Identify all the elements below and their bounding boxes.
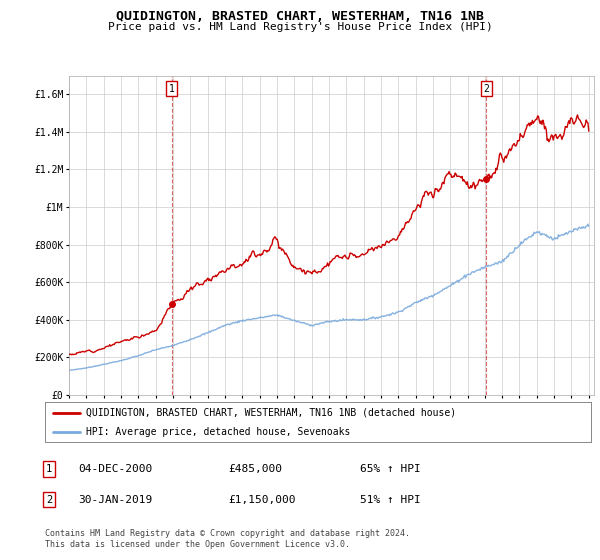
Text: 65% ↑ HPI: 65% ↑ HPI: [360, 464, 421, 474]
Text: HPI: Average price, detached house, Sevenoaks: HPI: Average price, detached house, Seve…: [86, 427, 350, 436]
Text: £1,150,000: £1,150,000: [228, 494, 296, 505]
Text: Contains HM Land Registry data © Crown copyright and database right 2024.
This d: Contains HM Land Registry data © Crown c…: [45, 529, 410, 549]
Text: 1: 1: [169, 83, 175, 94]
Text: QUIDINGTON, BRASTED CHART, WESTERHAM, TN16 1NB: QUIDINGTON, BRASTED CHART, WESTERHAM, TN…: [116, 10, 484, 23]
Text: Price paid vs. HM Land Registry's House Price Index (HPI): Price paid vs. HM Land Registry's House …: [107, 22, 493, 32]
Text: 04-DEC-2000: 04-DEC-2000: [78, 464, 152, 474]
Text: 51% ↑ HPI: 51% ↑ HPI: [360, 494, 421, 505]
Text: 1: 1: [46, 464, 52, 474]
Text: 30-JAN-2019: 30-JAN-2019: [78, 494, 152, 505]
Text: £485,000: £485,000: [228, 464, 282, 474]
Text: QUIDINGTON, BRASTED CHART, WESTERHAM, TN16 1NB (detached house): QUIDINGTON, BRASTED CHART, WESTERHAM, TN…: [86, 408, 456, 418]
Text: 2: 2: [46, 494, 52, 505]
Text: 2: 2: [483, 83, 489, 94]
